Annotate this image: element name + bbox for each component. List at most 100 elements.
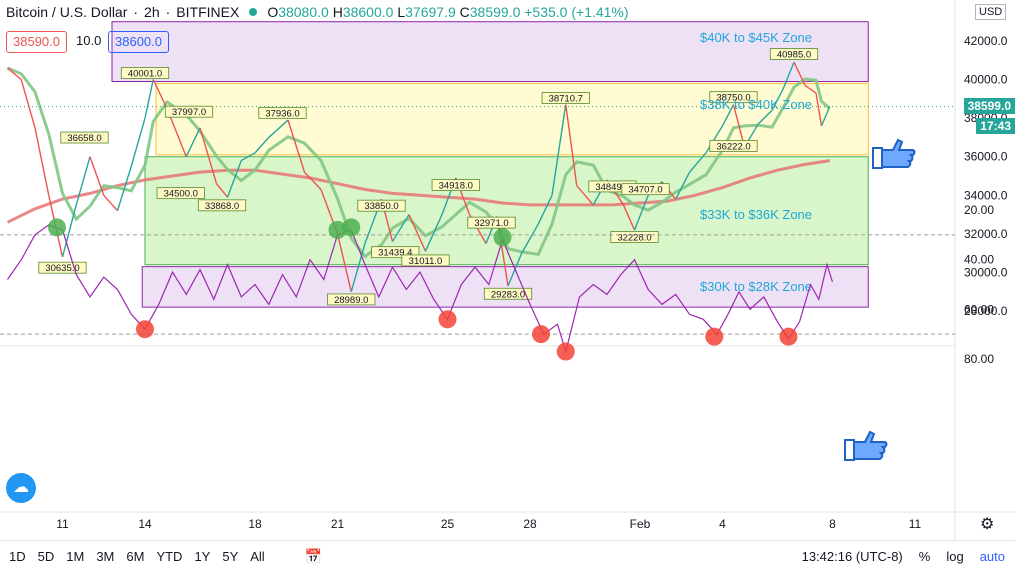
price-segment [240,152,256,162]
data-label: 34500.0 [164,189,198,200]
bottom-toolbar: 1D 5D 1M 3M 6M YTD 1Y 5Y All 📅 13:42:16 (UTC-8) … [0,540,1015,571]
price-segment [130,117,146,167]
data-label-box [327,293,376,306]
price-segment [408,214,427,252]
rsi-tick-label: 60.00 [964,302,994,316]
data-label: 33868.0 [205,201,239,212]
sell-button[interactable]: 38590.0 [6,31,67,53]
data-label-box [709,91,758,104]
data-label: 37997.0 [172,107,206,118]
price-segment [782,61,795,90]
price-segment [199,127,218,184]
exchange-label: BITFINEX [176,4,240,20]
range-all[interactable]: All [250,548,265,564]
price-tick-label: 36000.0 [964,150,1008,164]
range-1y[interactable]: 1Y [194,548,211,564]
rsi-overbought-marker [438,310,457,329]
price-segment [20,79,36,128]
time-tick-label: 11 [909,517,922,531]
data-label: 31011.0 [409,256,443,267]
calendar-icon[interactable]: 📅 [304,547,323,564]
data-label-box [197,199,247,212]
spread-value: 10.0 [76,33,102,48]
data-label-box [610,231,659,243]
thumbs-up-icon [872,138,916,169]
buy-button[interactable]: 38600.0 [108,31,169,53]
price-segment [226,160,242,198]
price-segment [820,106,831,127]
price-segment [268,119,289,138]
price-segment [633,195,649,231]
open-value: 38080.0 [278,4,329,20]
range-1d[interactable]: 1D [9,548,26,564]
market-open-icon [249,8,258,16]
rsi-overbought-marker [779,327,798,346]
price-segment [771,88,784,111]
interval-label[interactable]: 2h [144,4,160,20]
clock[interactable]: 13:42:16 (UTC-8) [801,548,903,564]
data-label-box [258,106,307,119]
price-segment [215,183,229,198]
price-segment [537,194,553,225]
price-segment [576,185,594,206]
high-value: 38600.0 [342,4,394,20]
data-label: 36222.0 [716,141,750,152]
log-toggle[interactable]: log [946,548,964,564]
price-segment [521,223,539,254]
range-5d[interactable]: 5D [37,548,55,564]
price-segment [391,214,410,242]
ohlc-values: O38080.0 H38600.0 L37697.9 C38599.0 +535… [267,4,629,20]
data-label: 38750.0 [716,93,750,104]
rsi-line [7,224,834,354]
data-label-box [431,179,480,191]
range-3m[interactable]: 3M [96,548,115,564]
price-segment [732,104,746,148]
range-5y[interactable]: 5Y [222,548,239,564]
time-tick-label: 25 [441,517,455,531]
price-segment [815,92,823,126]
price-segment [61,204,77,258]
symbol-name[interactable]: Bitcoin / U.S. Dollar [6,4,128,20]
data-label-box [769,48,819,60]
range-1m[interactable]: 1M [66,548,85,564]
currency-label[interactable]: USD [975,4,1007,20]
data-label-box [164,105,214,118]
price-segment [688,152,707,173]
price-segment [675,171,691,200]
data-label: 34849.0 [595,182,629,193]
rsi-overbought-marker [556,342,575,361]
chart-header: Bitcoin / U.S. Dollar · 2h · BITFINEX O3… [6,4,629,20]
price-segment [89,156,105,196]
rsi-oversold-marker [328,220,347,239]
price-segment [75,156,91,206]
chart-canvas[interactable]: 40001.0 30635.0 36658.0 37997.0 34500.0 33868… [0,0,1015,540]
zone-box-3 [141,266,869,308]
time-tick-label: 8 [829,517,836,531]
time-tick-label: 11 [56,517,69,531]
gear-icon[interactable]: ⚙ [980,516,995,533]
low-value: 37697.9 [405,4,456,20]
ma-slow-line [6,159,831,224]
price-segment [622,204,636,231]
time-tick-label: 28 [523,517,537,531]
auto-toggle[interactable]: auto [979,548,1005,564]
data-label: 28989.0 [334,295,368,306]
price-segment [804,84,817,94]
price-tick-label: 40000.0 [964,73,1008,87]
data-label-box [60,131,109,144]
range-ytd[interactable]: YTD [156,548,183,564]
change-value: +535.0 (+1.41%) [524,4,629,20]
price-segment [757,109,773,125]
tradingview-logo-icon[interactable]: ☁ [6,473,36,503]
data-label-box [621,183,670,196]
percent-toggle[interactable]: % [918,548,931,564]
rsi-tick-label: 20.00 [964,203,994,217]
price-segment [287,119,306,173]
range-6m[interactable]: 6M [126,548,145,564]
data-label: 40985.0 [777,50,811,61]
close-value: 38599.0 [469,4,521,20]
price-segment [705,125,724,154]
data-label: 34707.0 [628,185,662,196]
time-tick-label: 21 [331,517,345,531]
price-tick-label: 42000.0 [964,34,1008,48]
